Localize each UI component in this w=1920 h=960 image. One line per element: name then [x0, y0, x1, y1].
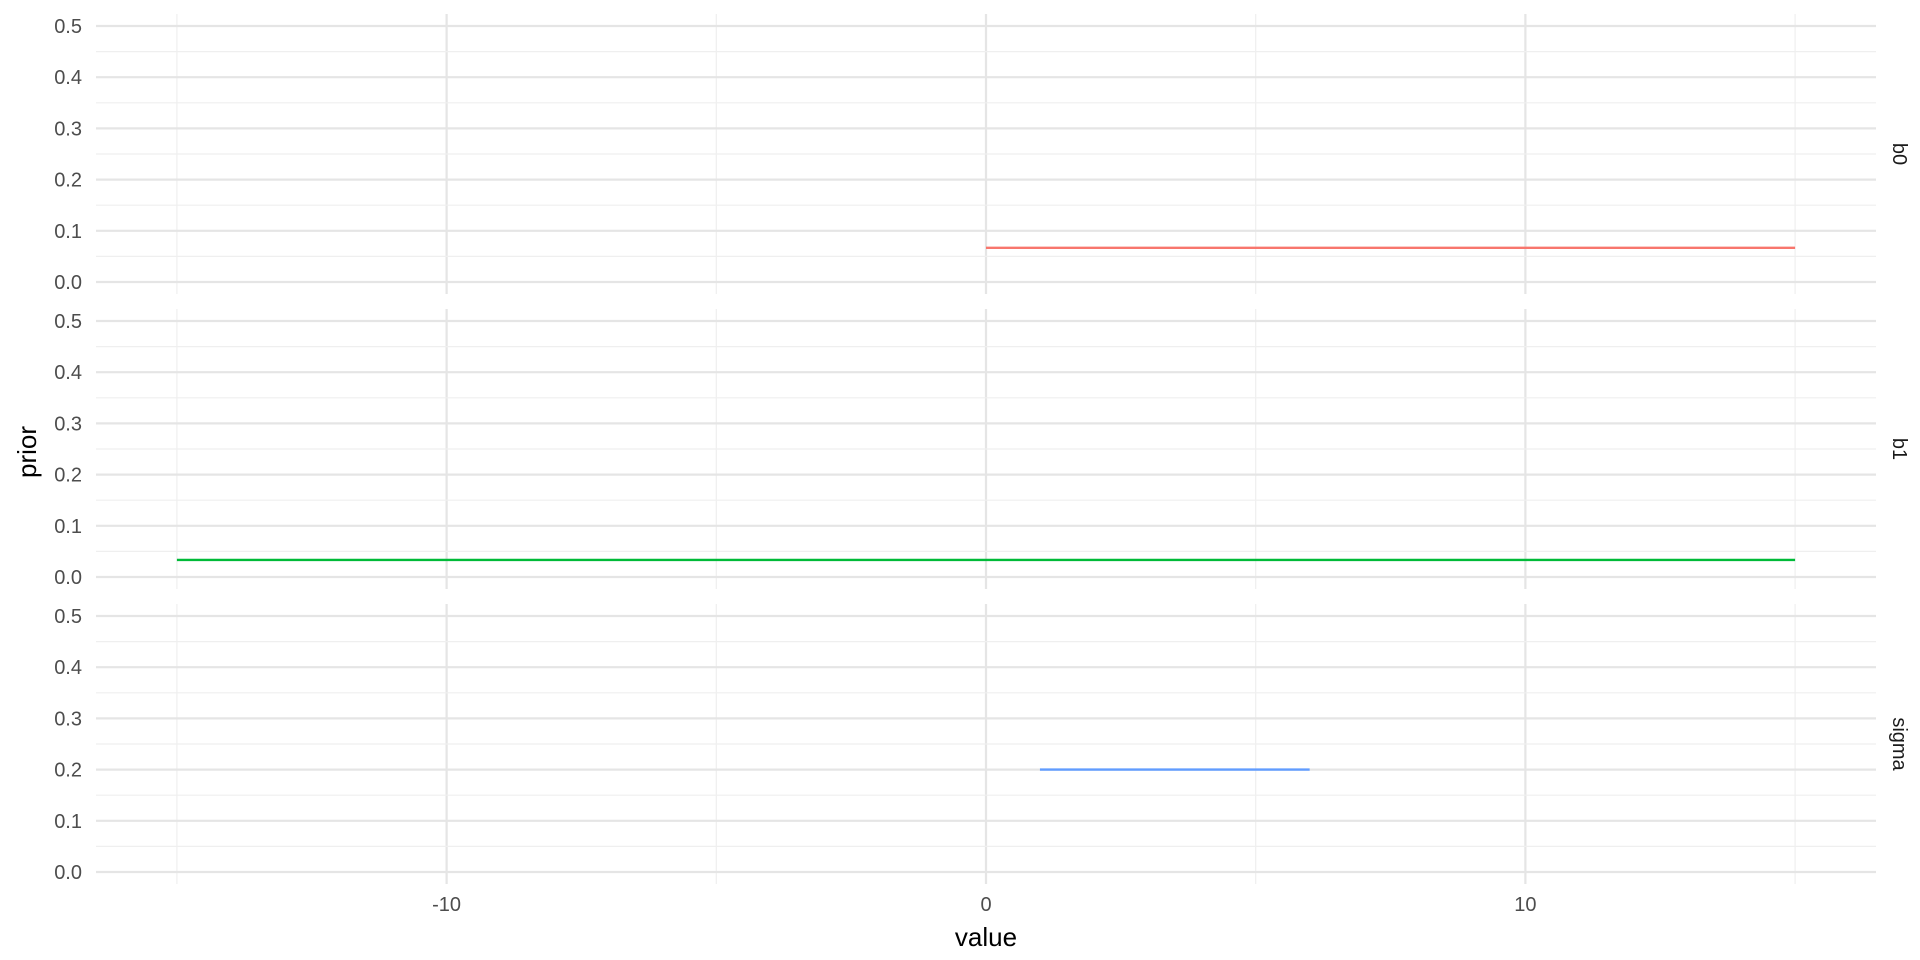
- facet-strip-label: b0: [1888, 143, 1910, 165]
- y-tick-label: 0.1: [54, 811, 82, 833]
- y-tick-label: 0.2: [54, 465, 82, 487]
- y-tick-label: 0.5: [54, 606, 82, 628]
- x-tick-label: 10: [1514, 894, 1536, 916]
- facet-strip-label: b1: [1888, 438, 1910, 460]
- y-tick-label: 0.4: [54, 657, 82, 679]
- x-axis-title: value: [955, 922, 1017, 952]
- x-tick-label: -10: [432, 894, 461, 916]
- y-tick-label: 0.3: [54, 708, 82, 730]
- y-tick-label: 0.5: [54, 16, 82, 38]
- y-tick-label: 0.0: [54, 567, 82, 589]
- facet-panel-b1: 0.0 0.1 0.2 0.3 0.4 0.5 b1: [54, 309, 1910, 589]
- y-tick-label: 0.5: [54, 311, 82, 333]
- y-tick-label: 0.2: [54, 170, 82, 192]
- y-tick-label: 0.0: [54, 272, 82, 294]
- facet-panel-sigma: 0.0 0.1 0.2 0.3 0.4 0.5 sigma: [54, 604, 1910, 884]
- y-tick-label: 0.4: [54, 362, 82, 384]
- y-tick-label: 0.1: [54, 221, 82, 243]
- facet-panels: 0.0 0.1 0.2 0.3 0.4 0.5 b0 0.0 0.1 0.2 0.3 0.4 0.5 b1…: [54, 14, 1910, 916]
- y-tick-label: 0.4: [54, 67, 82, 89]
- y-tick-label: 0.3: [54, 413, 82, 435]
- y-tick-label: 0.2: [54, 760, 82, 782]
- y-tick-label: 0.0: [54, 862, 82, 884]
- facet-panel-b0: 0.0 0.1 0.2 0.3 0.4 0.5 b0: [54, 14, 1910, 294]
- x-tick-label: 0: [980, 894, 991, 916]
- facet-strip-label: sigma: [1888, 717, 1910, 771]
- y-tick-label: 0.1: [54, 516, 82, 538]
- y-tick-label: 0.3: [54, 118, 82, 140]
- y-axis-title: prior: [12, 426, 42, 478]
